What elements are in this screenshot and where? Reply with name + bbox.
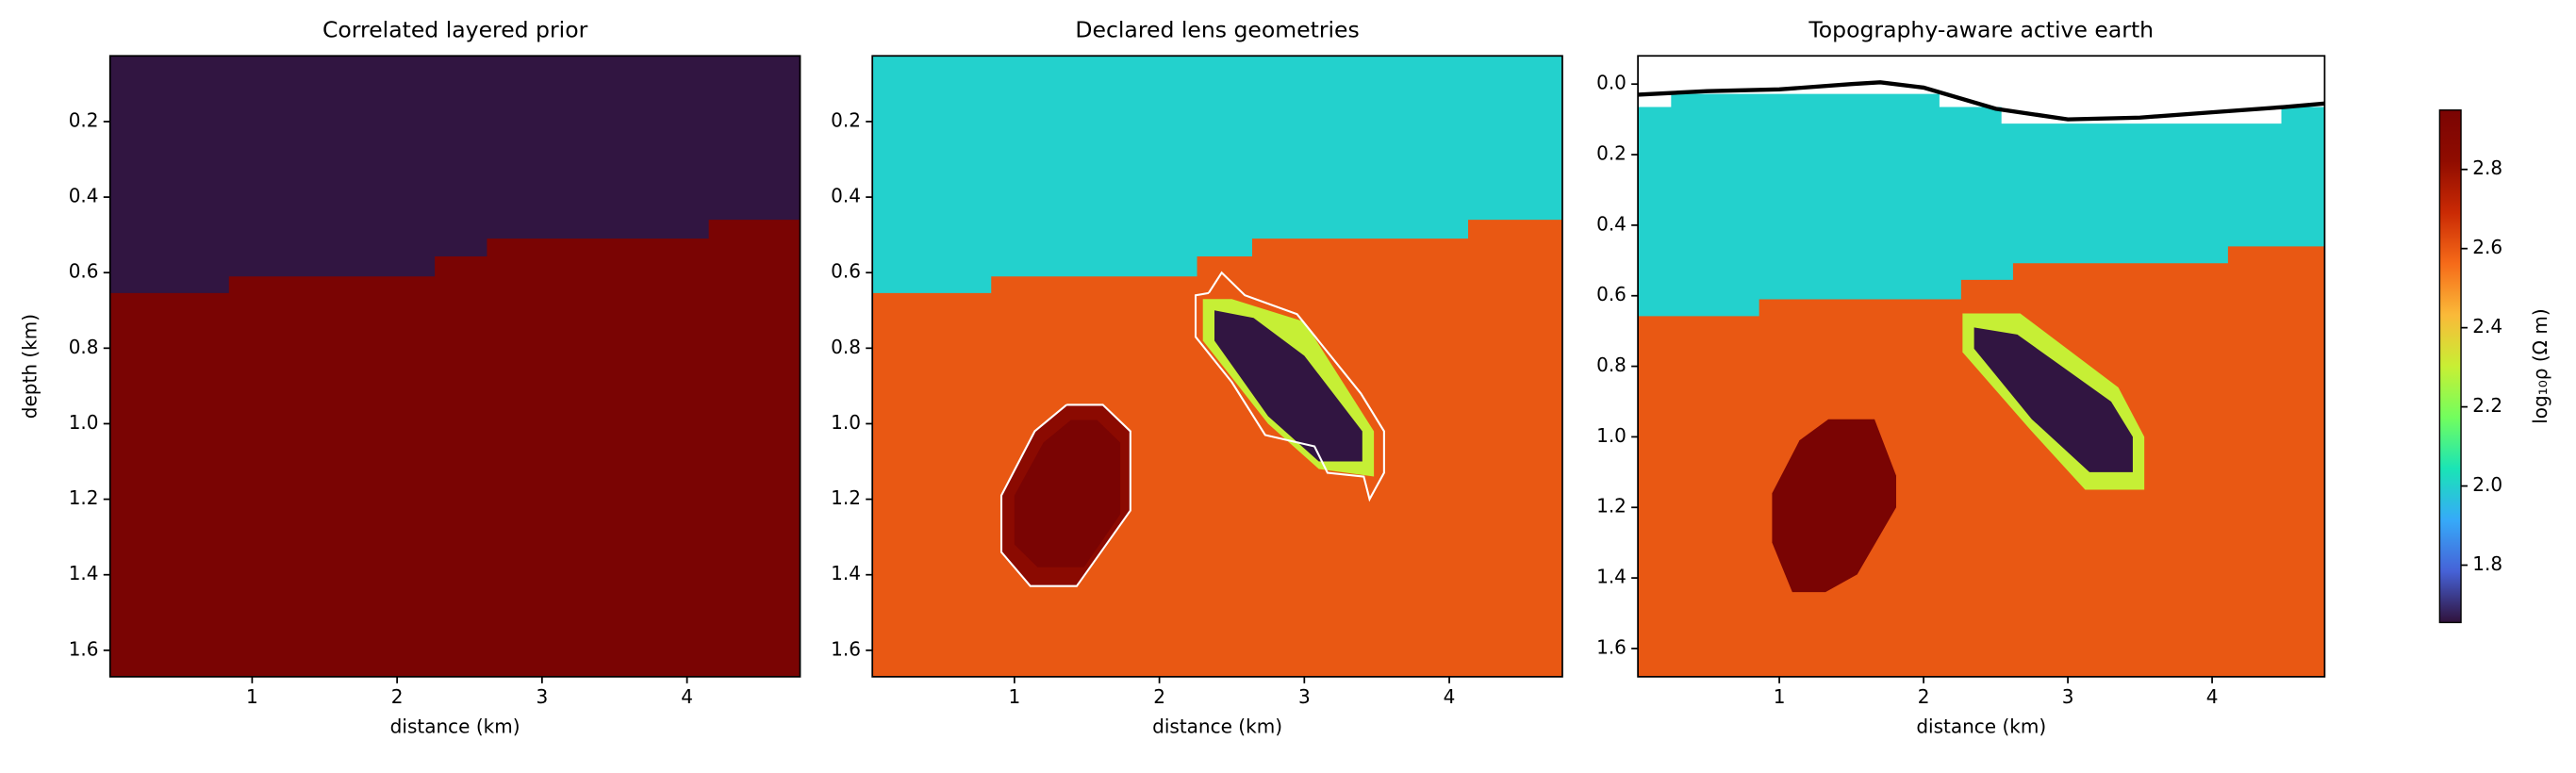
y-tick-label: 1.0 [831, 411, 861, 434]
y-tick-label: 0.4 [69, 185, 99, 207]
y-tick-label: 0.6 [1596, 283, 1627, 305]
y-tick-label: 0.2 [69, 108, 99, 131]
region [1772, 419, 1896, 593]
x-axis-label: distance (km) [390, 715, 520, 737]
x-tick-label: 2 [1153, 685, 1165, 708]
plot-area [872, 56, 1562, 677]
x-tick-label: 4 [2206, 685, 2219, 708]
x-tick-label: 4 [1444, 685, 1456, 708]
lens-outline [999, 403, 1131, 587]
x-tick-label: 2 [1918, 685, 1930, 708]
x-tick-label: 3 [1298, 685, 1311, 708]
y-tick-label: 1.0 [69, 411, 99, 434]
x-tick-label: 4 [681, 685, 693, 708]
colorbar-tick-label: 2.0 [2472, 473, 2502, 496]
y-tick-label: 0.8 [69, 336, 99, 358]
colorbar-label: log₁₀ρ (Ω m) [2529, 308, 2551, 423]
colorbar-tick-label: 2.2 [2472, 394, 2502, 417]
y-tick-label: 0.6 [831, 260, 861, 283]
x-tick-label: 2 [391, 685, 404, 708]
y-tick-label: 0.4 [1596, 212, 1627, 235]
panel-title: Correlated layered prior [322, 17, 588, 43]
y-tick-label: 0.2 [831, 108, 861, 131]
plot-area [1638, 80, 2325, 677]
y-tick-label: 0.4 [831, 185, 861, 207]
plot-area [109, 56, 801, 677]
x-tick-label: 1 [246, 685, 258, 708]
x-tick-label: 3 [536, 685, 548, 708]
colorbar-tick-label: 2.6 [2472, 236, 2502, 258]
y-tick-label: 0.6 [69, 260, 99, 283]
region [1214, 310, 1362, 462]
colorbar-tick-label: 1.8 [2472, 552, 2502, 575]
y-tick-label: 1.2 [1596, 495, 1627, 518]
region [1014, 419, 1121, 567]
region [109, 220, 801, 677]
y-tick-label: 1.2 [831, 486, 861, 509]
colorbar-tick-label: 2.8 [2472, 156, 2502, 179]
panel-title: Declared lens geometries [1075, 17, 1359, 43]
x-tick-label: 1 [1774, 685, 1786, 708]
y-tick-label: 0.8 [831, 336, 861, 358]
x-axis-label: distance (km) [1152, 715, 1282, 737]
topography-line [1638, 80, 2325, 122]
y-axis-label: depth (km) [19, 314, 41, 419]
y-tick-label: 1.6 [69, 637, 99, 660]
y-tick-label: 0.8 [1596, 354, 1627, 376]
y-tick-label: 1.2 [69, 486, 99, 509]
panel-title: Topography-aware active earth [1808, 17, 2154, 43]
colorbar [2438, 109, 2462, 624]
y-tick-label: 0.2 [1596, 142, 1627, 165]
y-tick-label: 1.4 [69, 562, 99, 584]
x-axis-label: distance (km) [1916, 715, 2046, 737]
y-tick-label: 1.6 [1596, 635, 1627, 658]
axes-frame [871, 55, 1563, 678]
colorbar-tick-label: 2.4 [2472, 315, 2502, 337]
x-tick-label: 1 [1008, 685, 1020, 708]
axes-frame [108, 55, 801, 678]
y-tick-label: 0.0 [1596, 72, 1627, 94]
y-tick-label: 1.0 [1596, 424, 1627, 447]
x-tick-label: 3 [2062, 685, 2074, 708]
y-tick-label: 1.6 [831, 637, 861, 660]
y-tick-label: 1.4 [1596, 566, 1627, 588]
lens-outline [1194, 271, 1385, 502]
region [1973, 327, 2133, 472]
y-tick-label: 1.4 [831, 562, 861, 584]
